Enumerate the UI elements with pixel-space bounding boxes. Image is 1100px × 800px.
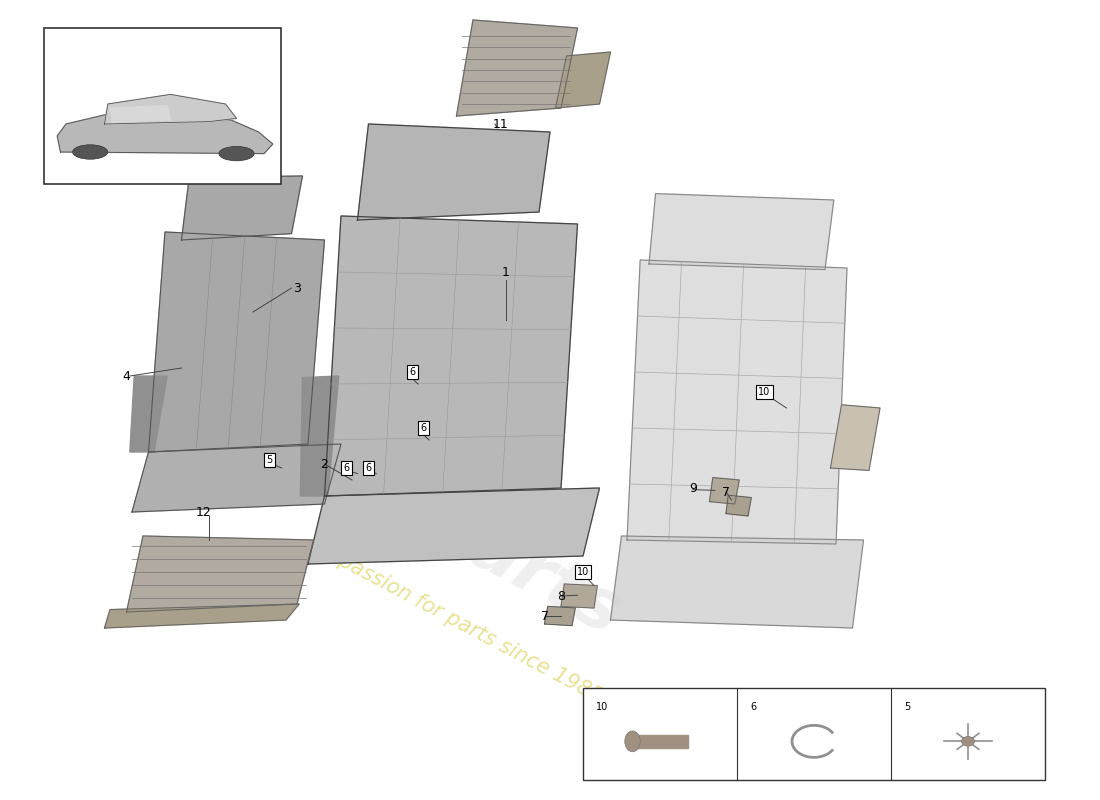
Polygon shape [561,584,597,608]
Text: 1: 1 [502,266,510,278]
Polygon shape [57,114,273,154]
Bar [632,735,688,748]
Text: 7: 7 [540,610,549,622]
Text: 6: 6 [365,463,372,473]
Polygon shape [104,604,299,628]
Text: 5: 5 [904,702,911,712]
Ellipse shape [219,146,254,161]
Polygon shape [110,106,170,122]
Text: 8: 8 [557,590,565,602]
Polygon shape [649,194,834,270]
Text: 10: 10 [758,387,771,397]
Polygon shape [456,20,578,116]
Polygon shape [358,124,550,220]
Text: 11: 11 [493,118,508,130]
Text: 6: 6 [409,367,416,377]
Polygon shape [130,376,167,452]
Text: 10: 10 [576,567,590,577]
Polygon shape [556,52,610,108]
Polygon shape [627,260,847,544]
Text: 4: 4 [122,370,131,382]
Ellipse shape [961,737,975,746]
Text: 3: 3 [293,282,301,294]
Text: 12: 12 [196,506,211,518]
Text: 10: 10 [596,702,608,712]
Text: 6: 6 [420,423,427,433]
Text: 2: 2 [320,458,329,470]
Polygon shape [830,405,880,470]
Polygon shape [544,606,575,626]
Text: a passion for parts since 1985: a passion for parts since 1985 [318,542,606,706]
Polygon shape [324,216,578,496]
Polygon shape [126,536,314,612]
Polygon shape [610,536,864,628]
Text: 6: 6 [750,702,757,712]
Polygon shape [308,488,600,564]
Bar [583,688,1045,780]
Text: 9: 9 [689,482,697,494]
Text: 6: 6 [343,463,350,473]
Ellipse shape [625,731,640,752]
Polygon shape [710,478,739,504]
Bar [44,28,280,184]
Polygon shape [132,444,341,512]
Text: 7: 7 [722,486,730,498]
Ellipse shape [73,145,108,159]
Polygon shape [148,232,324,452]
Text: 5: 5 [266,455,273,465]
Polygon shape [104,94,236,124]
Polygon shape [726,495,751,516]
Polygon shape [182,176,302,240]
Text: eurocarparts: eurocarparts [136,342,634,650]
Polygon shape [300,376,339,496]
